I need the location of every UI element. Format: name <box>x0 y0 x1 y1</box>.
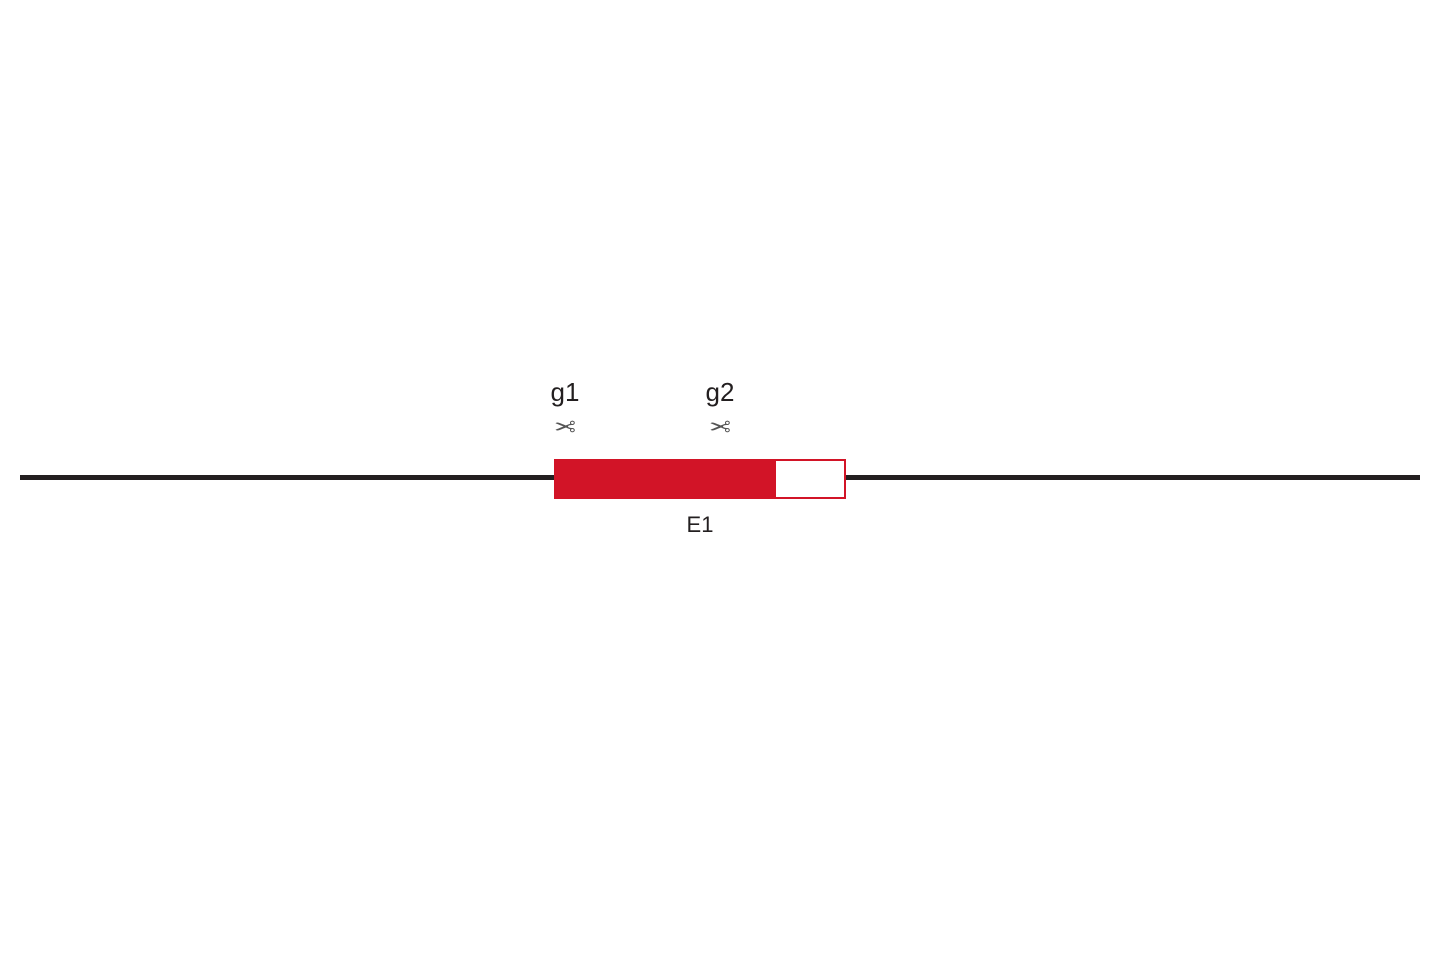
guide-label-g1: g1 <box>545 377 585 408</box>
guide-label-g2: g2 <box>700 377 740 408</box>
scissors-icon: ✂ <box>700 410 740 441</box>
exon-box-fill <box>554 459 776 499</box>
gene-diagram: E1 g1 ✂ g2 ✂ <box>0 0 1440 960</box>
exon-label: E1 <box>680 512 720 538</box>
scissors-icon: ✂ <box>545 410 585 441</box>
